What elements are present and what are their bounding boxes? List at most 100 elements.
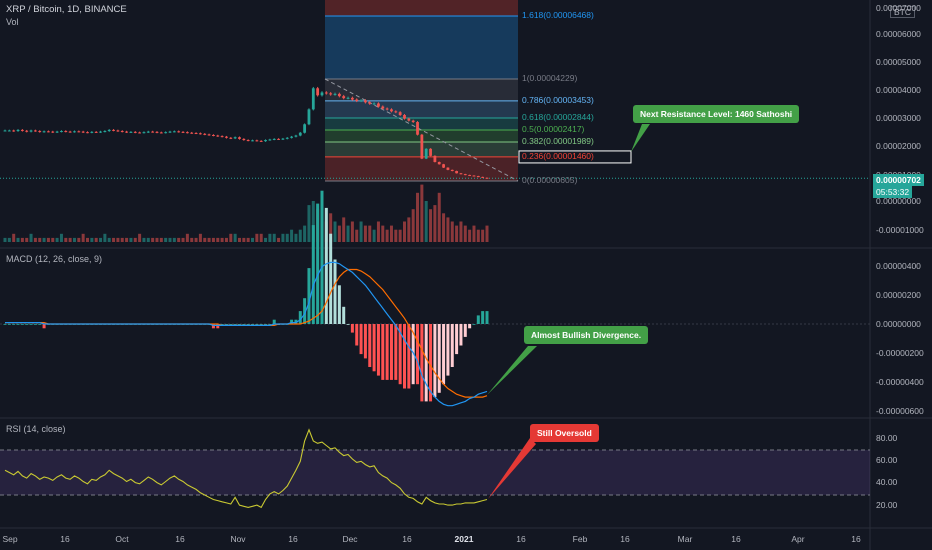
volume-bar <box>307 205 311 242</box>
candle-body <box>272 138 276 140</box>
macd-histogram-bar <box>437 324 441 393</box>
currency-badge[interactable]: BTC <box>890 6 915 18</box>
candle-body <box>212 134 215 136</box>
volume-bar <box>94 237 98 242</box>
candle-body <box>476 176 480 178</box>
volume-bar <box>298 229 302 242</box>
fib-level-label: 0.236(0.00001460) <box>522 150 594 161</box>
volume-bar <box>385 229 389 242</box>
macd-histogram-bar <box>420 324 424 402</box>
volume-bar <box>272 233 276 242</box>
time-axis-label: 2021 <box>454 534 474 544</box>
macd-histogram-bar <box>220 324 224 325</box>
time-axis-label: Nov <box>230 534 246 544</box>
volume-bar <box>398 229 402 242</box>
candle-body <box>116 130 120 132</box>
volume-bar <box>285 233 289 242</box>
macd-histogram-bar <box>446 324 450 376</box>
macd-histogram-bar <box>333 259 337 324</box>
macd-histogram-bar <box>3 324 7 325</box>
volume-bar <box>485 225 489 242</box>
candle-body <box>55 131 59 133</box>
volume-bar <box>142 237 146 242</box>
volume-bar <box>33 237 37 242</box>
candle-body <box>207 134 211 136</box>
macd-histogram-bar <box>346 324 350 325</box>
macd-histogram-bar <box>381 324 385 380</box>
candle-body <box>216 135 220 137</box>
candle-body <box>290 136 293 138</box>
candle-body <box>294 135 298 137</box>
macd-histogram-bar <box>363 324 367 359</box>
volume-bar <box>264 237 268 242</box>
candle-body <box>3 130 7 132</box>
candle-body <box>251 140 254 142</box>
volume-bar <box>350 221 354 242</box>
price-axis-label: 0.00003000 <box>876 113 921 123</box>
macd-histogram-bar <box>411 324 415 385</box>
oversold-callout: Still Oversold <box>530 424 599 442</box>
volume-bar <box>237 237 241 242</box>
volume-bar <box>38 237 42 242</box>
volume-bar <box>251 237 255 242</box>
candle-body <box>112 129 115 131</box>
volume-bar <box>12 233 16 242</box>
fib-zone <box>325 79 518 101</box>
macd-histogram-bar <box>38 324 42 325</box>
volume-bar <box>177 237 181 242</box>
volume-bar <box>463 225 467 242</box>
volume-bar <box>116 237 120 242</box>
macd-histogram-bar <box>303 298 307 324</box>
candle-body <box>164 132 168 134</box>
candle-body <box>429 148 432 156</box>
candle-body <box>255 140 259 142</box>
fib-zone <box>325 100 518 118</box>
volume-bar <box>376 221 380 242</box>
macd-histogram-bar <box>246 324 250 325</box>
candle-body <box>446 167 450 170</box>
candle-body <box>455 171 459 174</box>
divergence-callout-pointer <box>487 346 537 395</box>
candle-body <box>333 93 337 95</box>
volume-bar <box>407 217 411 242</box>
volume-bar <box>294 233 298 242</box>
candle-body <box>29 130 33 132</box>
macd-axis-label: -0.00000600 <box>876 406 924 416</box>
candle-body <box>324 92 328 94</box>
macd-histogram-bar <box>7 324 11 325</box>
candle-body <box>60 131 63 133</box>
macd-histogram-bar <box>337 285 341 324</box>
macd-histogram-bar <box>394 324 398 380</box>
macd-histogram-bar <box>237 324 241 325</box>
price-axis-label: 0.00007000 <box>876 3 921 13</box>
candle-body <box>281 138 285 140</box>
volume-bar <box>72 237 76 242</box>
macd-histogram-bar <box>324 207 328 324</box>
candle-body <box>238 137 241 139</box>
volume-bar <box>120 237 124 242</box>
fib-level-label: 0(0.00000605) <box>522 175 578 185</box>
time-axis-label: Sep <box>2 534 18 544</box>
macd-histogram-bar <box>398 324 402 385</box>
candle-body <box>390 109 393 112</box>
candle-body <box>146 131 150 133</box>
volume-bar <box>472 225 476 242</box>
candle-body <box>225 136 228 138</box>
volume-bar <box>155 237 159 242</box>
macd-histogram-bar <box>251 324 255 325</box>
time-axis-label: 16 <box>620 534 630 544</box>
volume-bar <box>3 237 7 242</box>
volume-bar <box>368 225 372 242</box>
time-axis-label: Mar <box>677 534 693 544</box>
candle-body <box>242 138 246 141</box>
macd-histogram-bar <box>20 324 24 325</box>
volume-bar <box>220 237 224 242</box>
volume-bar <box>224 237 228 242</box>
volume-bar <box>455 225 459 242</box>
candle-body <box>42 131 46 133</box>
macd-histogram-bar <box>481 311 485 324</box>
candle-body <box>337 93 341 97</box>
macd-histogram-bar <box>389 324 393 380</box>
candle-body <box>203 133 207 135</box>
